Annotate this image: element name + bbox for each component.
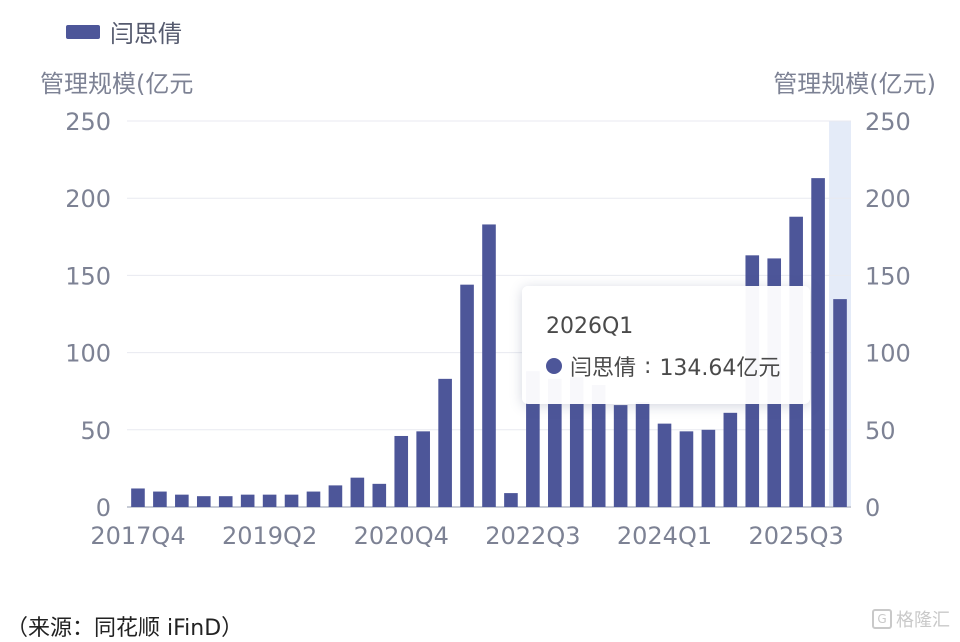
x-tick-label: 2024Q1 [617, 522, 712, 550]
y-tick-label-right: 50 [865, 417, 896, 445]
y-tick-label-right: 250 [865, 108, 911, 136]
y-tick-label-left: 150 [65, 262, 111, 290]
bar [548, 378, 562, 507]
legend-label: 闫思倩 [110, 20, 182, 48]
tooltip: 2026Q1 闫思倩: 134.64亿元 [522, 286, 810, 404]
tooltip-value: 134.64亿元 [659, 356, 781, 381]
bar [416, 431, 430, 507]
y-tick-label-left: 50 [80, 417, 111, 445]
bar [679, 431, 694, 507]
tooltip-title: 2026Q1 [546, 314, 634, 339]
bar [833, 299, 847, 507]
watermark-logo-icon: G [872, 609, 892, 629]
source-note: （来源：同花顺 iFinD） [6, 616, 244, 641]
tooltip-series-name: 闫思倩 [570, 356, 637, 381]
y-tick-label-left: 250 [65, 108, 111, 136]
x-tick-label: 2017Q4 [90, 522, 185, 550]
bar [284, 494, 299, 507]
right-axis-title: 管理规模(亿元) [773, 70, 936, 98]
x-tick-label: 2020Q4 [354, 522, 449, 550]
bar [175, 494, 189, 507]
bar [131, 488, 145, 507]
bar [438, 378, 452, 507]
bar [635, 402, 650, 507]
bar [240, 494, 255, 507]
bar [350, 477, 365, 507]
bar [262, 494, 277, 507]
bar [811, 178, 825, 508]
watermark-text: 格隆汇 [896, 610, 950, 631]
bar [372, 483, 387, 507]
y-tick-label-left: 100 [65, 340, 111, 368]
tooltip-colon: : [644, 353, 652, 379]
y-tick-label-right: 150 [865, 262, 911, 290]
bar [569, 377, 584, 507]
bar [218, 496, 233, 507]
bar [657, 423, 672, 507]
bar [591, 385, 606, 507]
left-axis-title: 管理规模(亿元 [40, 70, 194, 98]
bar [723, 412, 738, 507]
y-tick-label-right: 0 [865, 494, 880, 522]
y-tick-label-left: 200 [65, 185, 111, 213]
bar [701, 429, 716, 507]
legend[interactable]: 闫思倩 [66, 14, 182, 49]
y-tick-label-left: 0 [96, 494, 111, 522]
x-tick-label: 2019Q2 [222, 522, 317, 550]
legend-swatch [66, 24, 100, 39]
bar [460, 284, 474, 507]
bar [196, 496, 211, 507]
x-tick-label: 2025Q3 [749, 522, 844, 550]
tooltip-row: 闫思倩: 134.64亿元 [546, 350, 780, 382]
bar [482, 224, 496, 507]
bar [504, 493, 518, 507]
bar [526, 371, 540, 507]
bar [306, 491, 321, 507]
bar [613, 405, 628, 507]
y-tick-label-right: 100 [865, 340, 911, 368]
y-tick-label-right: 200 [865, 185, 911, 213]
x-tick-label: 2022Q3 [485, 522, 580, 550]
tooltip-series-dot [546, 358, 562, 374]
bar [394, 435, 409, 507]
bar [153, 491, 167, 507]
watermark: G 格隆汇 [872, 606, 950, 632]
bar [328, 485, 343, 507]
